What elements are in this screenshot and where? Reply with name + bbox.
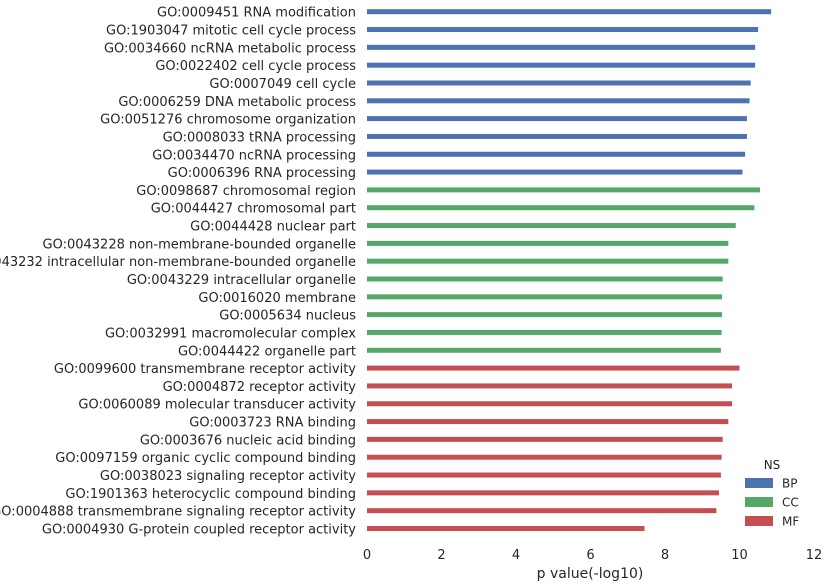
- bar-mf: [367, 525, 645, 531]
- category-label: GO:0051276 chromosome organization: [100, 113, 356, 128]
- legend-swatch-bp: [745, 478, 773, 488]
- category-label: GO:0003723 RNA binding: [189, 416, 356, 431]
- x-tick-label: 0: [363, 548, 371, 563]
- category-labels-group: GO:0009451 RNA modification GO:1903047 mi…: [0, 6, 356, 538]
- bar-cc: [367, 312, 722, 318]
- bar-mf: [367, 508, 717, 514]
- category-label: GO:0034470 ncRNA processing: [152, 148, 356, 163]
- bar-bp: [367, 116, 747, 122]
- category-label: GO:0097159 organic cyclic compound bindi…: [55, 451, 356, 466]
- legend-label-mf: MF: [782, 515, 799, 529]
- bar-mf: [367, 454, 722, 460]
- bar-bp: [367, 9, 772, 15]
- bar-bp: [367, 151, 746, 157]
- bar-mf: [367, 436, 723, 442]
- category-label: GO:0038023 signaling receptor activity: [100, 469, 356, 484]
- category-label: GO:0032991 macromolecular complex: [105, 326, 356, 341]
- category-label: GO:1903047 mitotic cell cycle process: [106, 24, 356, 39]
- legend-label-cc: CC: [782, 496, 799, 510]
- bar-mf: [367, 401, 733, 407]
- legend-swatch-mf: [745, 516, 773, 526]
- category-label: GO:0099600 transmembrane receptor activi…: [54, 362, 356, 377]
- bar-cc: [367, 258, 729, 264]
- category-label: GO:0005634 nucleus: [219, 309, 356, 324]
- category-label: GO:0043229 intracellular organelle: [127, 273, 356, 288]
- bars-group: [367, 9, 772, 531]
- bar-mf: [367, 419, 729, 425]
- bar-bp: [367, 169, 743, 175]
- bar-mf: [367, 472, 721, 478]
- bar-cc: [367, 329, 722, 335]
- bar-mf: [367, 490, 720, 496]
- category-label: GO:0004930 G-protein coupled receptor ac…: [42, 522, 356, 537]
- category-label: GO:0006396 RNA processing: [168, 166, 356, 181]
- category-label: GO:0043232 intracellular non-membrane-bo…: [0, 255, 356, 270]
- category-label: GO:0016020 membrane: [198, 291, 356, 306]
- x-ticks-group: 0 2 4 6 8 10 12: [363, 548, 822, 563]
- bar-cc: [367, 240, 729, 246]
- bar-mf: [367, 383, 733, 389]
- category-label: GO:0022402 cell cycle process: [155, 59, 356, 74]
- legend-label-bp: BP: [782, 477, 797, 491]
- category-label: GO:0003676 nucleic acid binding: [140, 433, 356, 448]
- category-label: GO:0008033 tRNA processing: [163, 130, 356, 145]
- category-label: GO:0007049 cell cycle: [209, 77, 356, 92]
- category-label: GO:0044428 nuclear part: [190, 220, 356, 235]
- bar-bp: [367, 133, 747, 139]
- bar-cc: [367, 276, 723, 282]
- category-label: GO:0004888 transmembrane signaling recep…: [0, 505, 356, 520]
- bar-cc: [367, 347, 721, 353]
- x-tick-label: 2: [437, 548, 445, 563]
- bar-bp: [367, 80, 751, 86]
- x-tick-label: 8: [661, 548, 669, 563]
- category-label: GO:0043228 non-membrane-bounded organell…: [43, 237, 357, 252]
- category-label: GO:0009451 RNA modification: [157, 6, 356, 21]
- bar-bp: [367, 62, 756, 68]
- x-tick-label: 6: [586, 548, 594, 563]
- x-tick-label: 12: [806, 548, 823, 563]
- category-label: GO:0044427 chromosomal part: [151, 202, 356, 217]
- bar-cc: [367, 205, 755, 211]
- category-label: GO:0006259 DNA metabolic process: [118, 95, 356, 110]
- category-label: GO:1901363 heterocyclic compound binding: [65, 487, 356, 502]
- bar-bp: [367, 27, 759, 33]
- category-label: GO:0004872 receptor activity: [163, 380, 357, 395]
- bar-cc: [367, 294, 722, 300]
- category-label: GO:0098687 chromosomal region: [136, 184, 356, 199]
- bar-bp: [367, 44, 756, 50]
- category-label: GO:0060089 molecular transducer activity: [78, 398, 356, 413]
- bar-cc: [367, 223, 736, 229]
- legend-title: NS: [764, 458, 781, 472]
- x-tick-label: 10: [731, 548, 748, 563]
- bar-bp: [367, 98, 750, 104]
- legend-swatch-cc: [745, 497, 773, 507]
- category-label: GO:0034660 ncRNA metabolic process: [104, 41, 356, 56]
- bar-cc: [367, 187, 760, 193]
- legend: NS BP CC MF: [745, 458, 799, 529]
- x-axis-label: p value(-log10): [537, 566, 644, 582]
- bar-mf: [367, 365, 740, 371]
- category-label: GO:0044422 organelle part: [178, 344, 356, 359]
- x-tick-label: 4: [512, 548, 520, 563]
